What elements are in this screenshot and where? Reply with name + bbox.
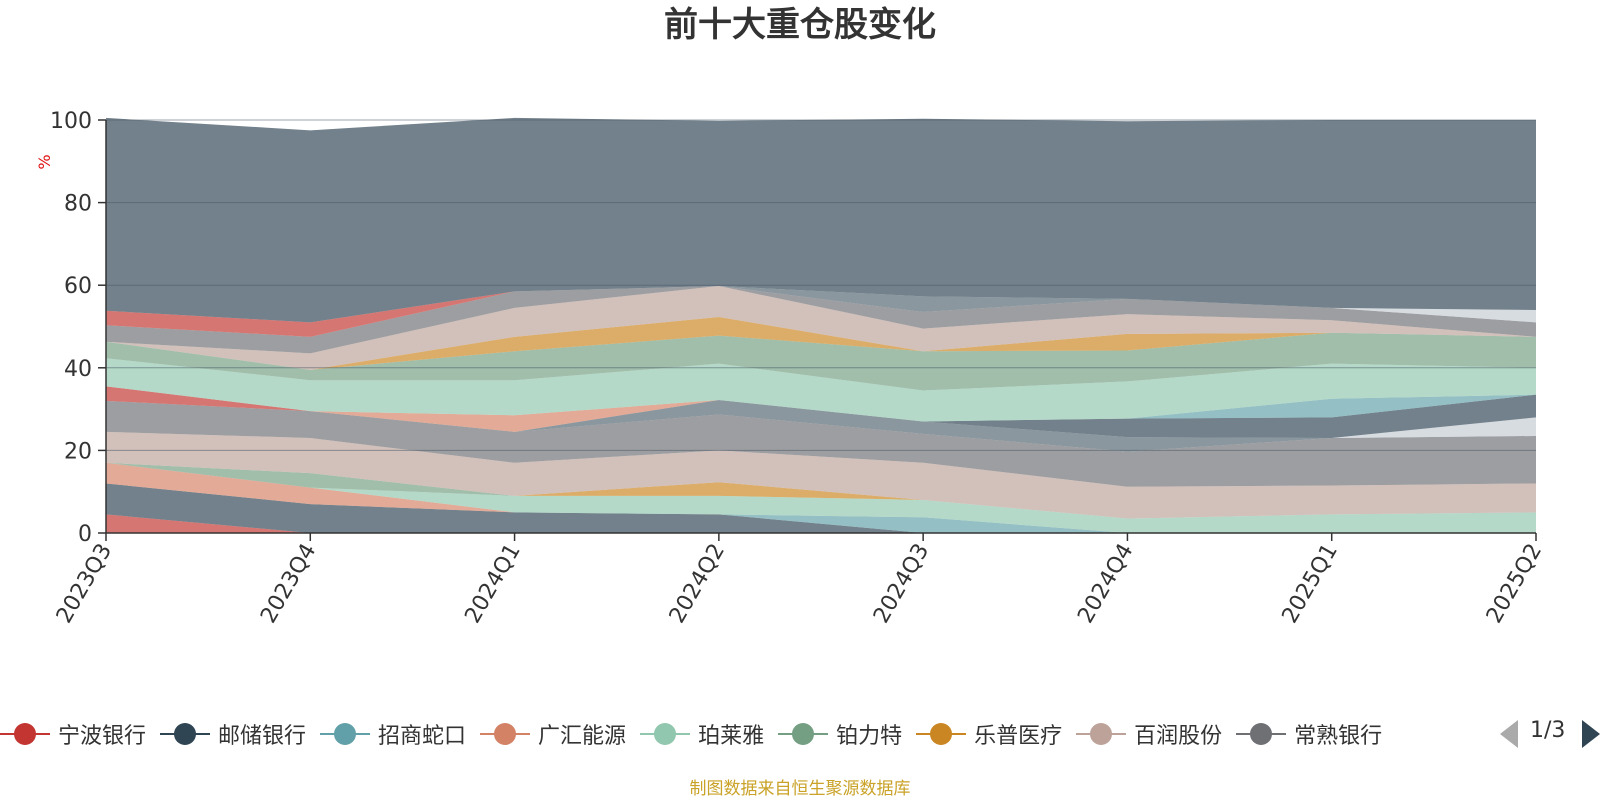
series-area-宁波银行: [106, 514, 1536, 533]
legend-dot: [334, 723, 357, 745]
series-area-邮储银行: [106, 483, 1536, 533]
series-area-layer-16: [106, 358, 1536, 422]
series-area-广汇能源: [106, 462, 1536, 533]
legend-marker-icon: [778, 722, 829, 746]
series-area-百润股份: [106, 431, 1536, 519]
legend-marker-icon: [160, 722, 211, 746]
series-area-珀莱雅: [106, 462, 1536, 533]
legend-dot: [494, 723, 517, 745]
chart-title: 前十大重仓股变化: [664, 5, 936, 45]
legend-label: 宁波银行: [58, 724, 147, 749]
y-axis-label: %: [35, 154, 54, 169]
legend-next-page-icon[interactable]: [1582, 720, 1600, 748]
y-tick-label: 20: [64, 439, 92, 464]
legend-marker-icon: [640, 722, 691, 746]
legend-dot: [930, 723, 953, 745]
series-area-layer-18: [106, 317, 1536, 370]
legend-marker-icon: [0, 722, 50, 746]
x-tick-label: 2025Q1: [1278, 540, 1343, 628]
legend-item[interactable]: 铂力特: [778, 712, 902, 756]
series-area-layer-20: [106, 286, 1536, 354]
legend-label: 邮储银行: [218, 724, 307, 749]
series-area-layer-11: [106, 400, 1536, 439]
x-tick-label: 2025Q2: [1482, 540, 1547, 628]
x-tick-label: 2024Q1: [460, 540, 525, 628]
legend-dot: [1250, 723, 1273, 745]
series-area-常熟银行: [106, 400, 1536, 487]
legend-item[interactable]: 广汇能源: [480, 712, 626, 756]
data-source-note: 制图数据来自恒生聚源数据库: [689, 779, 911, 799]
legend-pager: 1/3: [1500, 712, 1600, 756]
legend-item[interactable]: 珀莱雅: [640, 712, 764, 756]
legend-marker-icon: [1236, 722, 1287, 746]
y-tick-label: 0: [78, 522, 92, 547]
series-area-layer-15: [106, 386, 1536, 432]
chart-legend: 宁波银行 邮储银行 招商蛇口 广汇能源 珀莱雅 铂力特 乐普医疗 百润股份 常熟银行 1/3: [0, 712, 1600, 756]
legend-label: 铂力特: [836, 724, 903, 749]
legend-page-indicator: 1/3: [1530, 718, 1566, 743]
series-area-layer-17: [106, 332, 1536, 391]
y-tick-label: 40: [64, 357, 92, 382]
legend-item[interactable]: 百润股份: [1076, 712, 1222, 756]
series-area-layer-19: [106, 286, 1536, 370]
series-area-铂力特: [106, 462, 1536, 519]
x-tick-label: 2023Q3: [52, 540, 117, 628]
x-tick-label: 2024Q3: [869, 540, 934, 628]
legend-dot: [1090, 723, 1113, 745]
legend-label: 常熟银行: [1294, 724, 1383, 749]
legend-dot: [792, 723, 815, 745]
series-area-layer-12: [106, 394, 1536, 439]
legend-label: 招商蛇口: [378, 724, 467, 749]
series-area-layer-10: [106, 400, 1536, 452]
legend-item[interactable]: 宁波银行: [0, 712, 146, 756]
legend-dot: [654, 723, 677, 745]
legend-marker-icon: [480, 722, 531, 746]
x-tick-label: 2023Q4: [256, 540, 321, 628]
legend-item[interactable]: 乐普医疗: [916, 712, 1062, 756]
legend-marker-icon: [320, 722, 371, 746]
legend-prev-page-icon[interactable]: [1500, 720, 1518, 748]
legend-label: 珀莱雅: [698, 724, 765, 749]
stacked-area-chart: 0 20 40 60 80 100% 2023Q3 2023Q4 2024Q1 2024Q2 202…: [35, 109, 1547, 628]
y-tick-label: 100: [50, 109, 92, 134]
series-area-layer-24: [106, 117, 1536, 323]
series-area-招商蛇口: [106, 483, 1536, 533]
legend-marker-icon: [916, 722, 967, 746]
legend-label: 百润股份: [1134, 724, 1223, 749]
series-area-layer-22: [106, 286, 1536, 337]
series-area-layer-13: [106, 394, 1536, 432]
legend-label: 乐普医疗: [974, 724, 1063, 749]
y-tick-label: 80: [64, 192, 92, 217]
legend-label: 广汇能源: [538, 724, 627, 749]
legend-item[interactable]: 邮储银行: [160, 712, 306, 756]
legend-dot: [14, 723, 36, 745]
x-tick-label: 2024Q2: [665, 540, 730, 628]
legend-items: 宁波银行 邮储银行 招商蛇口 广汇能源 珀莱雅 铂力特 乐普医疗 百润股份 常熟银行: [0, 712, 1482, 756]
legend-marker-icon: [1076, 722, 1127, 746]
x-tick-label: 2024Q4: [1073, 540, 1138, 628]
legend-item[interactable]: 招商蛇口: [320, 712, 466, 756]
legend-item[interactable]: 常熟银行: [1236, 712, 1382, 756]
series-area-layer-23: [106, 286, 1536, 323]
y-tick-label: 60: [64, 274, 92, 299]
legend-dot: [174, 723, 197, 745]
